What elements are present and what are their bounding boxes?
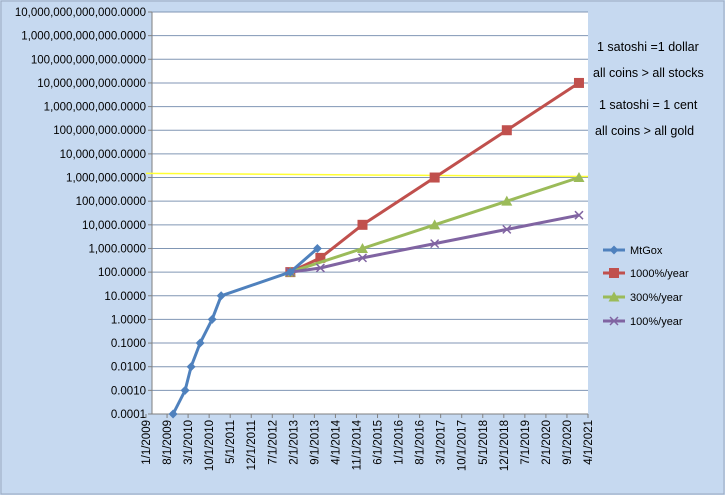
x-tick-label: 10/1/2017 [457,420,469,471]
annotation-text: all coins > all gold [595,124,694,138]
y-tick-label: 1.0000 [111,314,146,326]
x-tick-label: 1/1/2009 [141,420,153,465]
y-tick-label: 100,000,000,000.0000 [31,54,146,66]
y-tick-label: 100.0000 [98,267,146,279]
x-tick-label: 5/1/2011 [225,420,237,464]
legend-label-mtgox: MtGox [630,245,663,257]
data-point-100-year [315,263,325,273]
data-point-mtgox [180,385,190,395]
legend-label-1000-year: 1000%/year [630,268,689,280]
series-line-100-year [290,213,580,274]
data-point-100-year [502,224,512,234]
data-point-300-year [356,242,368,253]
y-tick-label: 10.0000 [104,291,146,303]
y-tick-label: 0.0100 [111,362,146,374]
y-tick-label: 0.0010 [111,385,146,397]
x-tick-label: 2/1/2020 [541,420,553,465]
annotation-text: 1 satoshi = 1 cent [599,98,698,112]
x-tick-label: 7/1/2012 [267,420,279,465]
x-tick-label: 9/1/2020 [562,420,574,465]
data-point-mtgox [186,362,196,372]
data-point-mtgox [207,314,217,324]
data-point-1000-year [573,77,584,88]
data-point-mtgox [168,409,178,419]
legend-marker-100-year [609,316,619,326]
annotation-text: 1 satoshi =1 dollar [597,40,699,54]
data-point-100-year [430,239,440,249]
data-point-1000-year [501,125,512,136]
x-tick-label: 11/1/2014 [351,419,363,470]
legend-label-300-year: 300%/year [630,292,683,304]
y-tick-label: 10,000.0000 [82,220,146,232]
x-tick-label: 7/1/2019 [520,420,532,465]
legend-label-100-year: 100%/year [630,316,683,328]
x-tick-label: 4/1/2021 [583,420,595,465]
y-tick-label: 100,000,000.0000 [53,125,146,137]
x-tick-label: 3/1/2010 [183,420,195,465]
data-point-mtgox [195,338,205,348]
y-tick-label: 10,000,000,000,000.0000 [15,7,146,19]
x-tick-label: 6/1/2015 [373,420,385,465]
x-tick-label: 8/1/2016 [415,420,427,465]
legend-marker-mtgox [609,245,619,255]
y-tick-label: 0.1000 [111,338,146,350]
plot-area [152,12,588,414]
x-tick-label: 3/1/2017 [436,420,448,465]
x-tick-label: 8/1/2009 [162,420,174,465]
y-tick-label: 0.0001 [111,409,146,421]
x-tick-label: 9/1/2013 [309,420,321,465]
x-tick-label: 2/1/2013 [288,420,300,465]
data-point-1000-year [357,219,368,230]
data-point-100-year [574,210,584,220]
y-tick-label: 100,000.0000 [76,196,146,208]
y-tick-label: 1,000,000,000.0000 [44,102,146,114]
data-point-mtgox [216,291,226,301]
data-point-1000-year [429,172,440,183]
data-point-300-year [573,172,585,183]
data-point-100-year [357,253,368,263]
data-point-mtgox [285,267,295,277]
series-line-1000-year [289,81,580,274]
data-point-300-year [501,195,513,206]
x-tick-label: 4/1/2014 [330,419,342,464]
y-tick-label: 10,000,000.0000 [60,149,146,161]
legend-marker-300-year [608,291,620,302]
data-point-300-year [429,219,441,230]
y-tick-label: 1,000,000,000,000.0000 [21,31,146,43]
data-point-1000-year [315,252,326,263]
x-tick-label: 5/1/2018 [478,420,490,465]
y-tick-label: 1,000.0000 [88,243,146,255]
reference-line [145,172,589,178]
data-point-mtgox [312,243,322,253]
annotation-text: all coins > all stocks [593,66,704,80]
x-tick-label: 1/1/2016 [394,420,406,465]
x-tick-label: 12/1/2018 [499,420,511,471]
legend-marker-1000-year [609,268,619,278]
x-tick-label: 12/1/2011 [246,420,258,470]
series-line-mtgox [171,247,319,415]
x-tick-label: 10/1/2010 [204,420,216,471]
y-tick-label: 1,000,000.0000 [66,173,146,185]
y-tick-label: 10,000,000,000.0000 [37,78,146,90]
